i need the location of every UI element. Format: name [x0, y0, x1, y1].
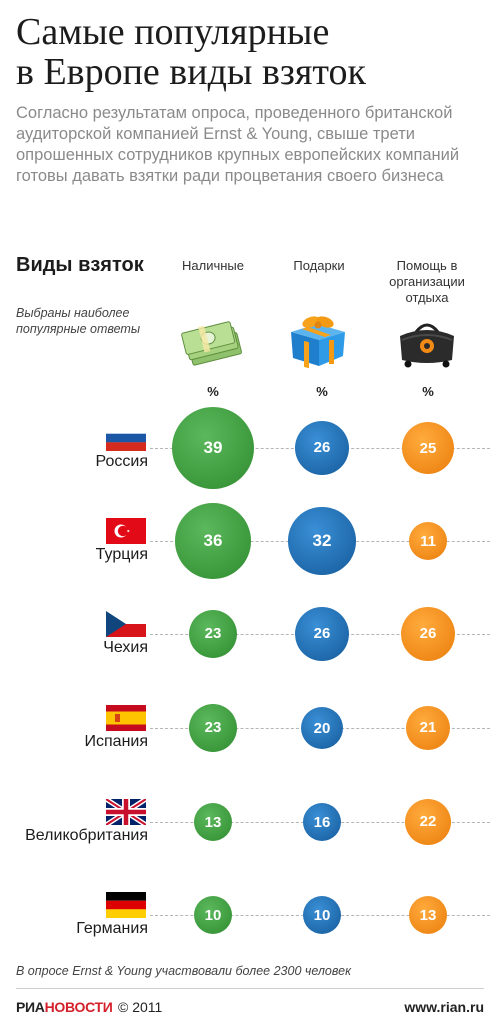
- uk-flag: [106, 799, 146, 825]
- bubble-cash: 36: [175, 503, 251, 579]
- page-title: Самые популярные в Европе виды взяток: [16, 12, 486, 92]
- bubble-gifts: 20: [301, 707, 343, 749]
- germany-flag: [106, 892, 146, 918]
- bubble-gifts: 26: [294, 420, 350, 476]
- bubble-leisure: 21: [405, 705, 451, 751]
- column-header-leisure: Помощь в организации отдыха: [389, 258, 465, 305]
- bubble-cash: 23: [188, 703, 238, 753]
- selection-note: Выбраны наиболее популярные ответы: [16, 306, 141, 336]
- russia-flag: [106, 425, 146, 451]
- bubble-cash: 10: [194, 896, 232, 934]
- bubble-leisure: 13: [409, 896, 447, 934]
- title-line-1: Самые популярные: [16, 11, 330, 53]
- country-label: Германия: [76, 920, 148, 937]
- bubble-gifts: 16: [303, 803, 341, 841]
- section-title: Виды взяток: [16, 254, 144, 276]
- country-label: Турция: [95, 546, 148, 563]
- money-stack-icon: [181, 321, 242, 366]
- column-header-cash: Наличные: [182, 258, 244, 273]
- logo-ria: РИА: [16, 999, 45, 1015]
- site-link[interactable]: www.rian.ru: [404, 999, 484, 1015]
- unit-label-leisure: %: [422, 384, 434, 399]
- turkey-flag: [106, 518, 146, 544]
- unit-label-gifts: %: [316, 384, 328, 399]
- footer-divider: [16, 988, 484, 989]
- bubble-gifts: 10: [303, 896, 341, 934]
- bubble-gifts: 32: [288, 507, 356, 575]
- czech-flag: [106, 611, 146, 637]
- bubble-leisure: 25: [401, 421, 455, 475]
- copyright: © 2011: [118, 999, 163, 1015]
- bubble-cash: 13: [194, 803, 232, 841]
- country-label: Россия: [95, 453, 148, 470]
- logo-novosti: НОВОСТИ: [44, 999, 113, 1015]
- travel-bag-icon: [400, 323, 454, 368]
- bubble-cash: 39: [172, 407, 254, 489]
- country-label: Великобритания: [25, 827, 148, 844]
- spain-flag: [106, 705, 146, 731]
- bubble-cash: 23: [188, 609, 238, 659]
- title-line-2: в Европе виды взяток: [16, 51, 366, 93]
- bubble-leisure: 11: [409, 522, 447, 560]
- survey-footnote: В опросе Ernst & Young участвовали более…: [16, 964, 351, 978]
- unit-label-cash: %: [207, 384, 219, 399]
- country-label: Испания: [84, 733, 149, 750]
- ria-novosti-logo: РИАНОВОСТИ: [16, 999, 113, 1015]
- bubble-gifts: 26: [294, 606, 350, 662]
- bubble-leisure: 26: [400, 606, 456, 662]
- intro-text: Согласно результатам опроса, проведенног…: [16, 104, 460, 185]
- country-label: Чехия: [103, 639, 148, 656]
- gift-box-icon: [291, 316, 345, 368]
- column-header-gifts: Подарки: [293, 258, 345, 273]
- bubble-leisure: 22: [404, 798, 452, 846]
